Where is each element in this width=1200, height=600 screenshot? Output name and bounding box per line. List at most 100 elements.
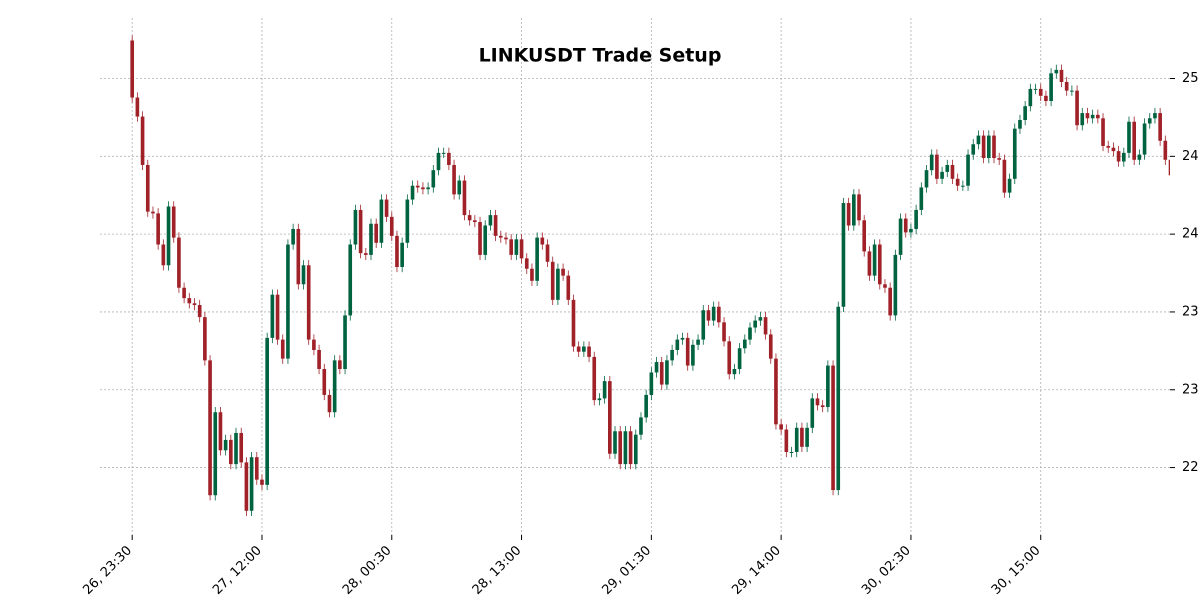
candle-body — [950, 164, 955, 179]
candle-body — [587, 346, 591, 357]
x-tick-label: 29, 01:30 — [600, 543, 655, 598]
candle-body — [971, 144, 976, 155]
candle-body — [1153, 113, 1157, 119]
candle-body — [644, 394, 648, 418]
candle-body — [1101, 118, 1105, 146]
candle-body — [467, 215, 472, 221]
candles — [130, 35, 1170, 516]
candle-body — [389, 216, 394, 236]
candle-body — [1044, 95, 1048, 101]
candle-body — [898, 218, 903, 255]
candle-body — [145, 164, 150, 212]
candle-body — [748, 327, 752, 340]
candle-body — [628, 431, 633, 465]
candle-body — [447, 152, 451, 165]
candle-body — [384, 199, 389, 217]
candle-body — [680, 337, 685, 340]
candle-body — [462, 180, 467, 216]
candle-body — [608, 381, 612, 454]
candle-body — [171, 206, 176, 238]
candle-body — [306, 265, 311, 340]
y-tick-label: 22 — [1182, 460, 1199, 475]
candle-body — [130, 40, 135, 98]
candle-body — [431, 170, 436, 188]
candle-body — [140, 116, 145, 165]
x-tick-label: 26, 23:30 — [80, 543, 135, 598]
candle-body — [582, 346, 586, 352]
candle-body — [774, 358, 778, 425]
candle-body — [509, 239, 513, 255]
candle-body — [280, 339, 285, 359]
candle-body — [758, 317, 763, 321]
candle-body — [301, 265, 306, 285]
candle-body — [338, 360, 342, 370]
candle-body — [182, 287, 186, 299]
candle-body — [473, 220, 477, 223]
candle-body — [888, 287, 892, 316]
candle-body — [1111, 147, 1116, 152]
chart-title: LINKUSDT Trade Setup — [479, 45, 722, 67]
candle-body — [566, 275, 571, 300]
y-tick-label: 24 — [1182, 149, 1199, 164]
candle-body — [177, 237, 181, 288]
candle-body — [327, 394, 332, 413]
candle-body — [358, 209, 363, 254]
x-tick-label: 27, 12:00 — [210, 543, 265, 598]
candle-body — [379, 199, 384, 243]
candle-body — [929, 154, 934, 171]
candle-body — [421, 187, 425, 190]
candle-body — [789, 452, 794, 454]
candle-body — [1054, 69, 1059, 74]
candle-body — [940, 171, 944, 179]
candle-body — [691, 344, 695, 366]
candle-body — [1132, 121, 1136, 160]
candle-body — [208, 360, 212, 496]
candle-body — [846, 203, 851, 226]
candle-body — [633, 434, 638, 465]
candle-body — [369, 223, 373, 255]
candle-body — [260, 479, 264, 485]
candle-body — [161, 244, 166, 266]
candle-body — [1049, 73, 1053, 101]
candle-body — [239, 432, 244, 463]
candle-body — [966, 154, 970, 186]
candle-body — [935, 154, 939, 179]
candle-body — [312, 339, 316, 350]
candle-body — [618, 431, 623, 465]
candle-body — [1096, 114, 1100, 119]
x-tick-label: 28, 00:30 — [340, 543, 395, 598]
candle-body — [784, 429, 789, 453]
candle-body — [903, 218, 908, 233]
candle-body — [265, 337, 269, 485]
candle-body — [363, 253, 368, 255]
y-tick-label: 23 — [1182, 382, 1199, 397]
candle-body — [893, 254, 898, 316]
candle-body — [945, 164, 950, 172]
candle-body — [166, 206, 171, 266]
candle-body — [1121, 152, 1126, 162]
candle-body — [249, 457, 254, 511]
candle-body — [883, 284, 887, 288]
candle-body — [197, 305, 202, 318]
candle-body — [561, 268, 565, 276]
candle-body — [1002, 159, 1007, 193]
candle-body — [820, 405, 825, 408]
candle-body — [852, 194, 856, 226]
candle-body — [1137, 154, 1142, 160]
candle-body — [1018, 120, 1022, 129]
candle-body — [872, 244, 877, 276]
candle-body — [696, 339, 700, 345]
candle-body — [1033, 88, 1038, 90]
candle-body — [857, 194, 861, 221]
candle-body — [1158, 113, 1162, 141]
candle-body — [493, 215, 498, 236]
candle-body — [706, 310, 711, 321]
candle-body — [156, 213, 160, 245]
x-tick-label: 28, 13:00 — [470, 543, 525, 598]
candle-body — [332, 360, 337, 413]
candle-body — [540, 237, 545, 245]
y-tick-label: 23 — [1182, 304, 1199, 319]
candle-body — [576, 346, 581, 352]
candle-body — [961, 185, 965, 187]
